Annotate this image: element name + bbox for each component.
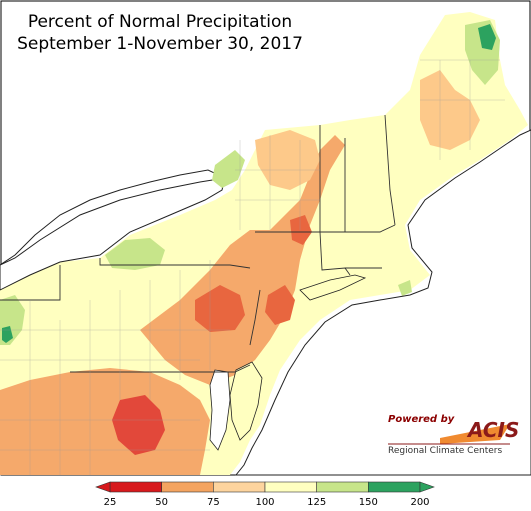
wet-region-western-ny (105, 238, 165, 270)
lake-erie-shore (0, 177, 226, 266)
very-dry-nj (265, 285, 295, 325)
legend-colorbar (95, 481, 435, 493)
legend-tick-label: 25 (103, 497, 117, 508)
long-island (299, 274, 367, 301)
dry-region-maine (420, 70, 480, 150)
dry-region-south (0, 368, 210, 475)
acis-swoosh-icon (388, 424, 510, 445)
legend-tick-label: 200 (410, 497, 430, 508)
wet-region-north-ny (212, 150, 245, 188)
legend-tick-label: 150 (358, 497, 378, 508)
logo-powered-by: Powered by (388, 414, 455, 425)
very-wet-ohio (2, 326, 13, 343)
legend-right-arrow (419, 481, 435, 493)
very-wet-maine-north (478, 24, 496, 50)
logo-acis-text: ACIS (468, 418, 520, 442)
dry-region-adirondacks (255, 130, 320, 190)
wet-region-cape-cod (398, 280, 412, 296)
acis-logo: Powered by ACIS Regional Climate Centers (380, 410, 520, 460)
legend-left-arrow (95, 481, 111, 493)
delmarva-peninsula (229, 361, 263, 441)
very-dry-pa (195, 285, 245, 332)
very-dry-ct (290, 215, 312, 245)
map-subtitle-dates: September 1-November 30, 2017 (17, 34, 303, 54)
lake-ontario (0, 169, 226, 291)
legend: 25 50 75 100 125 150 200 (94, 481, 434, 511)
legend-tick-label: 75 (206, 497, 220, 508)
county-lines (0, 59, 505, 475)
atlantic-ocean (234, 129, 531, 476)
state-borders (0, 114, 396, 373)
legend-tick-label: 50 (155, 497, 169, 508)
map-title: Percent of Normal Precipitation (27, 12, 293, 32)
logo-subtitle: Regional Climate Centers (388, 446, 503, 456)
dry-region-pa-ny (140, 135, 345, 385)
legend-tick-label: 100 (255, 497, 275, 508)
legend-tick-label: 125 (307, 497, 327, 508)
very-dry-virginia (112, 395, 165, 455)
chesapeake-bay (209, 369, 231, 451)
